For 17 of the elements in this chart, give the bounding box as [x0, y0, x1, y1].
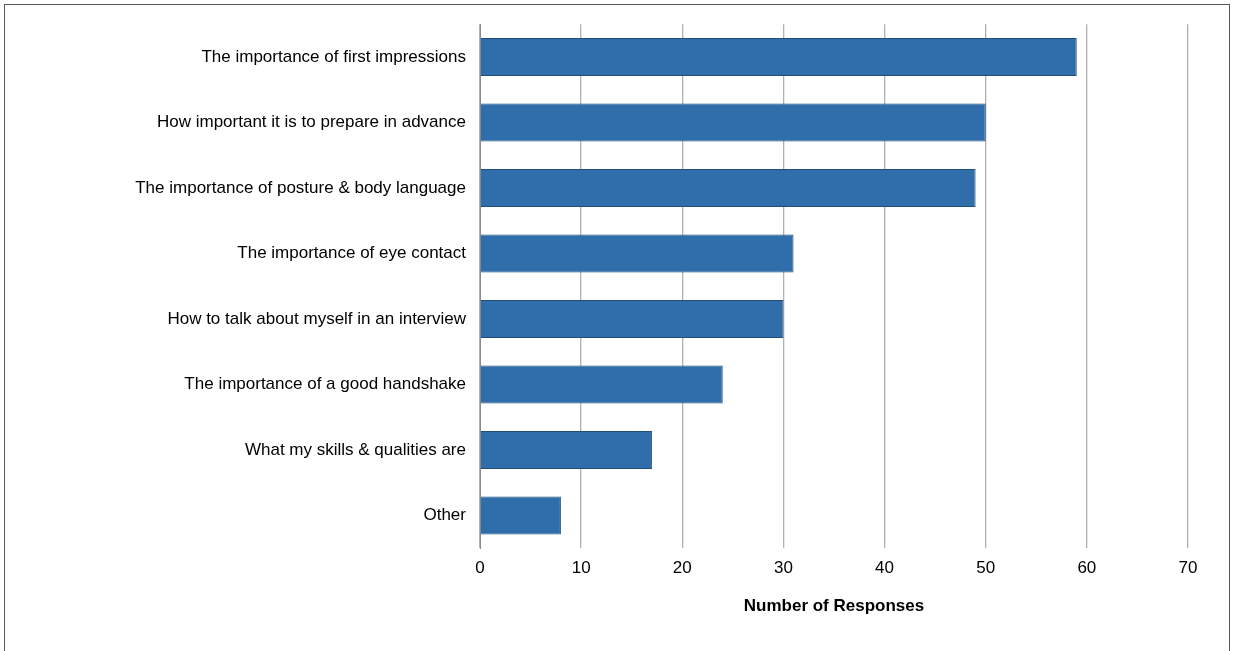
x-tick-label: 30 — [773, 558, 793, 578]
x-tick-label: 20 — [672, 558, 692, 578]
x-tick-label: 10 — [571, 558, 591, 578]
x-axis-title: Number of Responses — [743, 596, 925, 616]
y-tick-label: The importance of first impressions — [201, 46, 466, 66]
y-tick-label: How important it is to prepare in advance — [157, 112, 466, 132]
y-tick-label: What my skills & qualities are — [244, 439, 466, 459]
y-tick-label: Other — [423, 505, 467, 525]
x-tick-label: 60 — [1077, 558, 1097, 578]
y-tick-label: The importance of posture & body language — [135, 177, 466, 197]
x-tick-label: 50 — [976, 558, 996, 578]
x-tick-label: 0 — [475, 558, 485, 578]
x-tick-label: 70 — [1178, 558, 1198, 578]
y-tick-label: How to talk about myself in an interview — [167, 308, 467, 328]
y-tick-label: The importance of a good handshake — [184, 374, 466, 394]
y-tick-label: The importance of eye contact — [237, 243, 467, 263]
x-tick-label: 40 — [875, 558, 895, 578]
